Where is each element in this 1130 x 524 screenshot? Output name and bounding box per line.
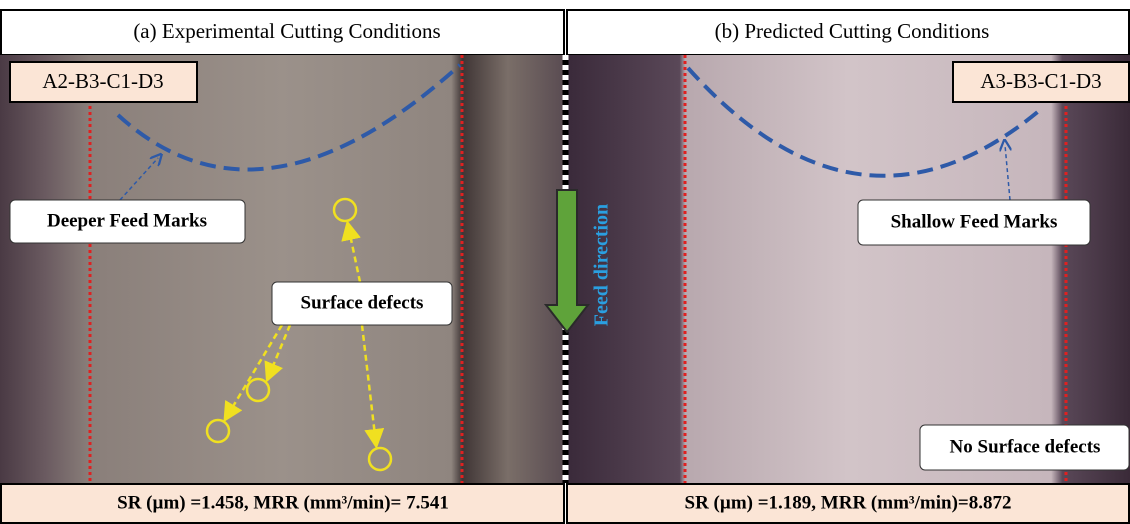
feed-mark-arc xyxy=(686,66,1042,178)
code-box xyxy=(952,61,1130,103)
caption-box xyxy=(0,483,565,524)
feed-arrow xyxy=(543,189,591,334)
micrograph xyxy=(0,55,564,483)
caption-box xyxy=(566,483,1130,524)
feed-label: Feed direction xyxy=(591,204,613,326)
condition-code: A3-B3-C1-D3 xyxy=(980,69,1101,93)
panel-title: (b) Predicted Cutting Conditions xyxy=(715,19,990,43)
annotation-box xyxy=(271,281,453,326)
annotation: Deeper Feed Marks xyxy=(47,210,207,231)
annotation: Surface defects xyxy=(301,292,424,313)
caption: SR (µm) =1.189, MRR (mm³/min)=8.872 xyxy=(685,492,1012,513)
pointer xyxy=(119,158,158,201)
feed-mark-arc xyxy=(116,63,462,172)
annotation: No Surface defects xyxy=(950,436,1101,457)
pointer xyxy=(1005,145,1010,201)
code-box xyxy=(9,61,198,103)
edge-lines xyxy=(88,55,1068,483)
header-box xyxy=(0,9,565,56)
defect-pointers xyxy=(223,220,385,449)
caption: SR (µm) =1.458, MRR (mm³/min)= 7.541 xyxy=(117,492,449,513)
micrograph xyxy=(567,55,1130,483)
annotation: Shallow Feed Marks xyxy=(891,211,1058,232)
annotation-box xyxy=(9,199,246,244)
annotation-box xyxy=(919,424,1130,471)
condition-code: A2-B3-C1-D3 xyxy=(42,69,163,93)
annotation-box xyxy=(857,199,1091,246)
header-box xyxy=(566,9,1130,56)
panel-title: (a) Experimental Cutting Conditions xyxy=(133,19,440,43)
